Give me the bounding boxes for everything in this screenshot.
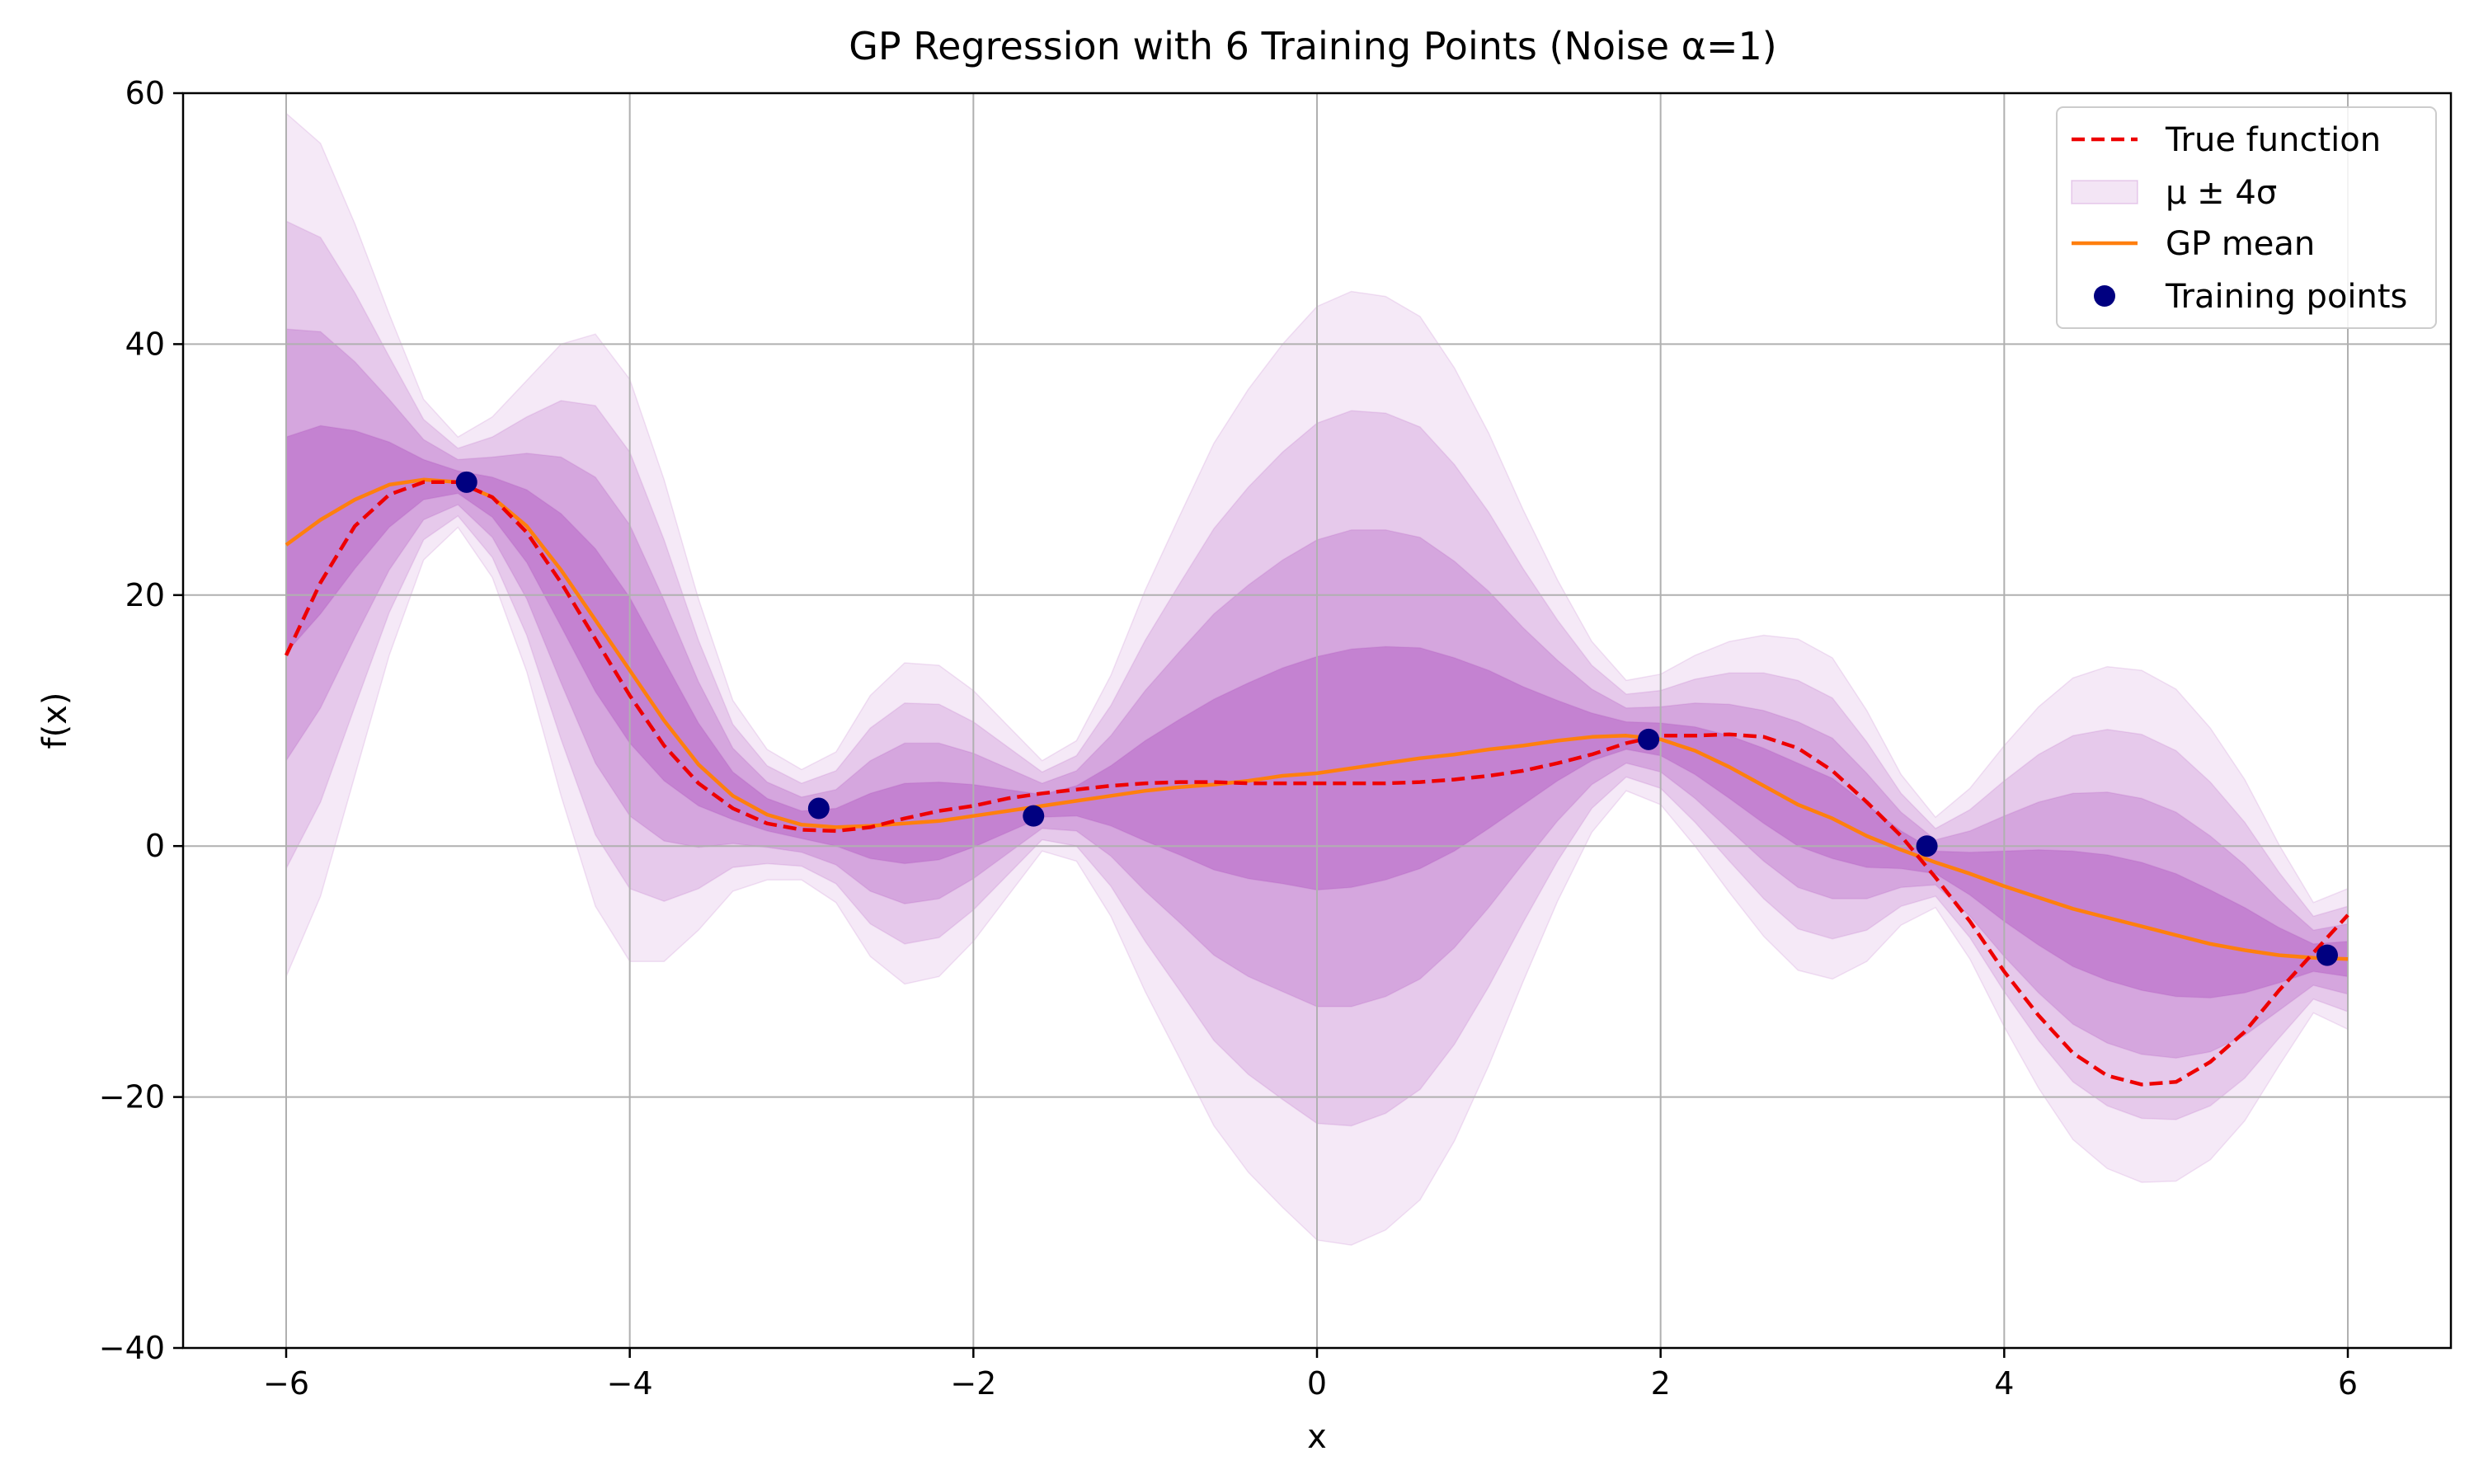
plot-area (183, 92, 2451, 1349)
legend: True function μ ± 4σ GP mean Training po… (2056, 106, 2437, 329)
legend-true-function-label: True function (2165, 121, 2381, 159)
x-axis-label: x (1307, 1418, 1327, 1456)
training-point (1023, 805, 1045, 827)
x-tick-label: −6 (263, 1365, 309, 1402)
gp-mean-line (285, 477, 2349, 961)
y-tick-label: 60 (125, 75, 165, 111)
x-tick-label: −4 (607, 1365, 653, 1402)
series-lines (284, 477, 2349, 1087)
y-tick-label: 40 (125, 326, 165, 362)
y-tick-label: 20 (125, 577, 165, 613)
training-point (455, 471, 477, 493)
y-tick-label: 0 (145, 828, 165, 864)
training-points (455, 471, 2338, 966)
x-tick-label: −2 (950, 1365, 996, 1402)
x-tick-label: 0 (1307, 1365, 1327, 1402)
legend-band-swatch (2071, 180, 2138, 204)
training-point (807, 797, 830, 819)
chart-title: GP Regression with 6 Training Points (No… (849, 24, 1777, 68)
legend-gp-mean-label: GP mean (2166, 225, 2315, 263)
x-tick-label: 2 (1651, 1365, 1671, 1402)
y-axis-label: f(x) (36, 693, 74, 749)
x-tick-label: 4 (1994, 1365, 2014, 1402)
x-tick-label: 6 (2338, 1365, 2358, 1402)
true-function-line (284, 480, 2349, 1087)
training-point (2316, 944, 2338, 966)
legend-band-label: μ ± 4σ (2166, 174, 2277, 212)
legend-box (2056, 106, 2437, 329)
training-point (1916, 835, 1938, 857)
training-point (1638, 728, 1660, 750)
y-tick-label: −20 (99, 1079, 165, 1115)
legend-training-points-swatch (2094, 285, 2115, 307)
legend-training-points-label: Training points (2165, 278, 2407, 316)
y-tick-label: −40 (99, 1330, 165, 1366)
y-axis-ticks: −40 −20 0 20 40 60 (99, 75, 183, 1366)
x-axis-ticks: −6 −4 −2 0 2 4 6 (263, 1348, 2358, 1402)
